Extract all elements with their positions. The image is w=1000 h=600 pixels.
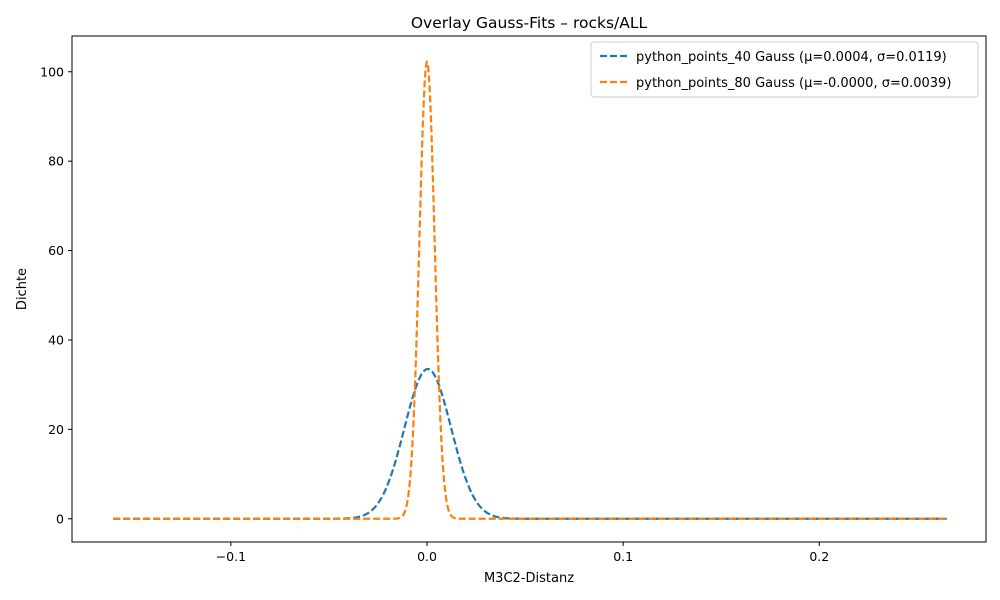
y-axis-label: Dichte [15,268,30,310]
y-tick-label: 20 [48,422,64,437]
y-tick-label: 60 [48,243,64,258]
axes-background [72,36,986,542]
y-tick-label: 80 [48,154,64,169]
axes-frame [71,35,987,543]
legend-label-series-1: python_points_40 Gauss (μ=0.0004, σ=0.01… [636,50,947,65]
legend-label-series-2: python_points_80 Gauss (μ=-0.0000, σ=0.0… [636,76,951,91]
series-line-1 [113,367,947,520]
series-group [113,60,947,520]
x-axis-label: M3C2-Distanz [484,571,574,586]
x-tick-label: −0.1 [216,549,246,564]
x-tick-label: 0.2 [809,549,829,564]
y-tick-label: 40 [48,332,64,347]
series-line-2 [113,60,947,520]
legend: python_points_40 Gauss (μ=0.0004, σ=0.01… [590,41,979,98]
x-tick-label: 0.1 [613,549,633,564]
y-axis: 0 20 40 60 80 100 [40,64,72,526]
chart-title: Overlay Gauss-Fits – rocks/ALL [411,14,648,32]
legend-frame [590,41,979,98]
y-tick-label: 0 [56,511,64,526]
x-tick-label: 0.0 [417,549,437,564]
x-axis: −0.1 0.0 0.1 0.2 [216,542,829,564]
y-tick-label: 100 [40,64,64,79]
plot-area [71,35,987,543]
